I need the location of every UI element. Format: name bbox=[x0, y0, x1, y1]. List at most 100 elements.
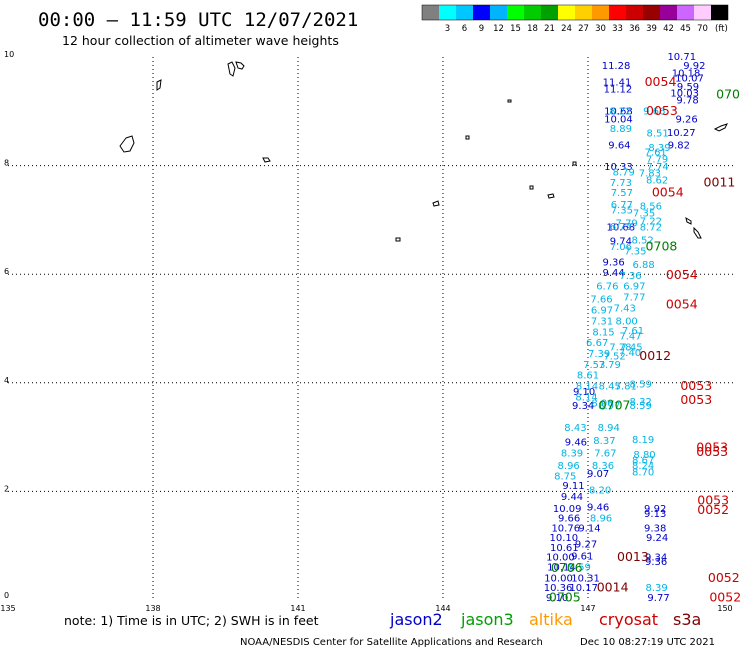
track-time-label: 0014 bbox=[597, 580, 629, 595]
color-scale-label: 45 bbox=[680, 24, 691, 34]
wave-height-value: 10.33 bbox=[604, 162, 633, 173]
wave-height-value: 11.28 bbox=[602, 61, 631, 72]
wave-height-value: 8.59 bbox=[630, 379, 652, 390]
wave-height-value: 8.43 bbox=[564, 423, 586, 434]
wave-height-value: 8.89 bbox=[610, 124, 632, 135]
track-time-label: 0054 bbox=[666, 267, 698, 282]
wave-height-value: 9.36 bbox=[602, 257, 624, 268]
wave-height-value: 10.00 bbox=[546, 553, 575, 564]
wave-height-value: 9.59 bbox=[569, 562, 591, 573]
chart-title: 00:00 – 11:59 UTC 12/07/2021 bbox=[38, 9, 358, 31]
wave-height-value: 9.10 bbox=[546, 593, 568, 604]
color-swatch bbox=[592, 5, 609, 20]
track-time-label: 0053 bbox=[696, 439, 728, 454]
wave-height-value: 8.00 bbox=[616, 316, 638, 327]
legend-item-altika: altika bbox=[529, 610, 573, 629]
wave-height-value: 8.22 bbox=[609, 106, 631, 117]
wave-height-value: 10.68 bbox=[607, 223, 636, 234]
wave-height-value: 7.79 bbox=[616, 219, 638, 230]
footer-note: note: 1) Time is in UTC; 2) SWH is in fe… bbox=[64, 613, 319, 628]
footer-timestamp: Dec 10 08:27:19 UTC 2021 bbox=[580, 637, 715, 648]
color-swatch bbox=[643, 5, 660, 20]
wave-height-value: 9.44 bbox=[561, 492, 583, 503]
wave-height-value: 9.78 bbox=[676, 95, 698, 106]
color-scale-label: 15 bbox=[510, 24, 521, 34]
wave-height-value: 9.92 bbox=[683, 61, 705, 72]
wave-height-value: 7.40 bbox=[619, 348, 641, 359]
track-time-label: 0052 bbox=[708, 570, 740, 585]
wave-height-value: 7.35 bbox=[633, 208, 655, 219]
wave-height-value: 9.34 bbox=[572, 401, 594, 412]
axis-tick-labels: 0 2 4 6 8 10 135 138 141 144 147 150 bbox=[0, 50, 732, 613]
track-time-label: 0052 bbox=[709, 589, 740, 604]
color-scale-label: 18 bbox=[527, 24, 538, 34]
wave-height-value: 9.38 bbox=[644, 523, 666, 534]
wave-height-value: 7.79 bbox=[646, 155, 668, 166]
y-tick-label: 6 bbox=[4, 267, 9, 276]
wave-height-value: 9.66 bbox=[558, 514, 580, 525]
wave-height-value: 8.32 bbox=[630, 397, 652, 408]
footer-credit: NOAA/NESDIS Center for Satellite Applica… bbox=[240, 637, 543, 648]
track-time-label: 0054 bbox=[645, 74, 677, 89]
track-time-label: 0706 bbox=[551, 560, 583, 575]
wave-height-value: 6.67 bbox=[586, 338, 608, 349]
wave-height-value: 9.46 bbox=[565, 438, 587, 449]
color-swatch bbox=[473, 5, 490, 20]
wave-height-value: 11.12 bbox=[604, 85, 633, 96]
wave-height-value: 8.80 bbox=[633, 450, 655, 461]
island-outlines bbox=[119, 61, 728, 242]
color-swatch bbox=[711, 5, 728, 20]
wave-height-value: 6.72 bbox=[610, 222, 632, 233]
color-swatch bbox=[422, 5, 439, 20]
track-time-label: 0054 bbox=[652, 184, 684, 199]
wave-height-value: 8.39 bbox=[561, 448, 583, 459]
wave-height-value: 9.36 bbox=[645, 557, 667, 568]
wave-height-labels: 11.2811.4111.1210.6810.049.6410.3310.689… bbox=[544, 52, 740, 604]
wave-height-value: 8.36 bbox=[592, 461, 614, 472]
wave-height-value: 8.19 bbox=[632, 435, 654, 446]
wave-height-value: 8.59 bbox=[630, 401, 652, 412]
wave-height-value: 8.96 bbox=[558, 461, 580, 472]
color-scale-label: 39 bbox=[646, 24, 657, 34]
y-tick-label: 4 bbox=[4, 376, 9, 385]
wave-height-value: 10.03 bbox=[670, 88, 699, 99]
color-scale-label: 3 bbox=[445, 24, 450, 34]
wave-height-value: 8.45 bbox=[599, 382, 621, 393]
wave-height-value: 8.15 bbox=[592, 327, 614, 338]
chart-subtitle: 12 hour collection of altimeter wave hei… bbox=[62, 33, 339, 48]
wave-height-value: 8.37 bbox=[593, 436, 615, 447]
x-tick-label: 135 bbox=[0, 604, 15, 613]
wave-height-value: 10.68 bbox=[604, 106, 633, 117]
island-outline bbox=[693, 226, 702, 239]
wave-height-value: 9.44 bbox=[602, 268, 624, 279]
wave-height-value: 10.17 bbox=[569, 583, 598, 594]
track-time-label: 0012 bbox=[639, 348, 671, 363]
wave-height-value: 8.62 bbox=[646, 175, 668, 186]
track-time-label: 0707 bbox=[599, 398, 631, 413]
legend-item-jason3: jason3 bbox=[460, 610, 514, 629]
track-time-label: 0708 bbox=[646, 239, 678, 254]
wave-height-value: 10.18 bbox=[672, 68, 701, 79]
wave-height-value: 10.00 bbox=[544, 573, 573, 584]
color-scale-label: 70 bbox=[697, 24, 708, 34]
island-outline bbox=[395, 237, 401, 242]
island-outline bbox=[713, 123, 728, 132]
wave-height-value: 9.61 bbox=[571, 552, 593, 563]
wave-height-value: 7.73 bbox=[610, 178, 632, 189]
track-time-label: 0709 bbox=[716, 87, 740, 102]
wave-height-value: 7.39 bbox=[588, 349, 610, 360]
wave-height-value: 10.31 bbox=[571, 573, 600, 584]
wave-height-value: 9.14 bbox=[578, 523, 600, 534]
legend-item-jason2: jason2 bbox=[389, 610, 443, 629]
track-time-label: 0053 bbox=[696, 444, 728, 459]
wave-height-value: 6.97 bbox=[591, 306, 613, 317]
island-outline bbox=[572, 161, 577, 166]
island-outline bbox=[119, 135, 135, 153]
wave-height-value: 7.78 bbox=[609, 343, 631, 354]
y-tick-label: 8 bbox=[4, 159, 9, 168]
wave-height-value: 10.36 bbox=[544, 583, 573, 594]
wave-height-value: 8.39 bbox=[648, 143, 670, 154]
wave-height-value: 9.59 bbox=[677, 82, 699, 93]
color-swatch bbox=[558, 5, 575, 20]
track-time-label: 0053 bbox=[697, 493, 729, 508]
